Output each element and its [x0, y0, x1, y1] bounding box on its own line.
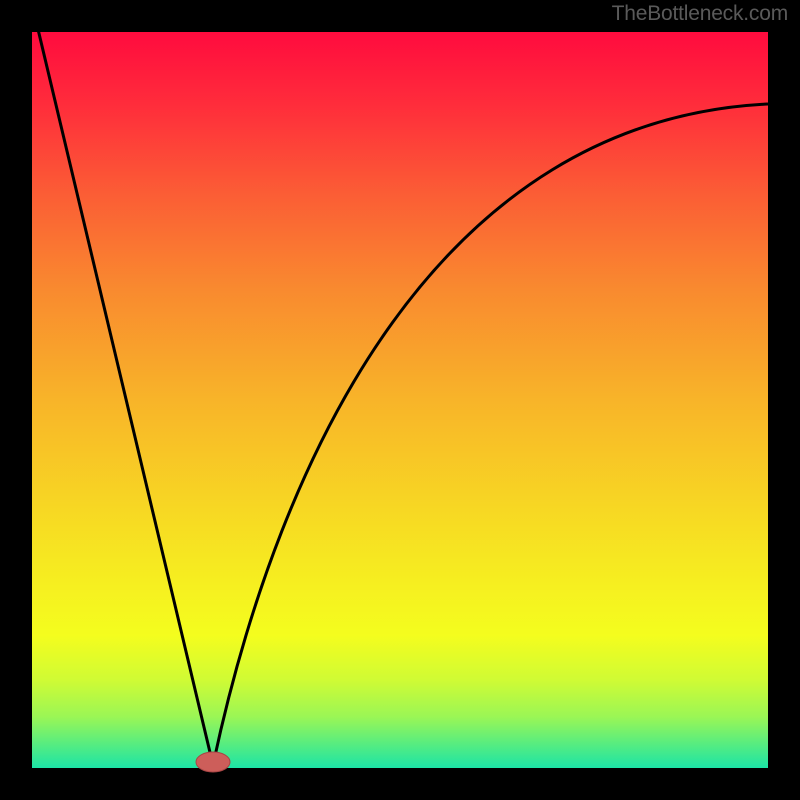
bottleneck-curve-left: [32, 4, 213, 765]
optimal-point-indicator: [196, 752, 230, 772]
curve-overlay: [0, 0, 800, 800]
chart-container: TheBottleneck.com: [0, 0, 800, 800]
bottleneck-curve-right: [213, 104, 768, 765]
watermark-text: TheBottleneck.com: [612, 2, 788, 26]
